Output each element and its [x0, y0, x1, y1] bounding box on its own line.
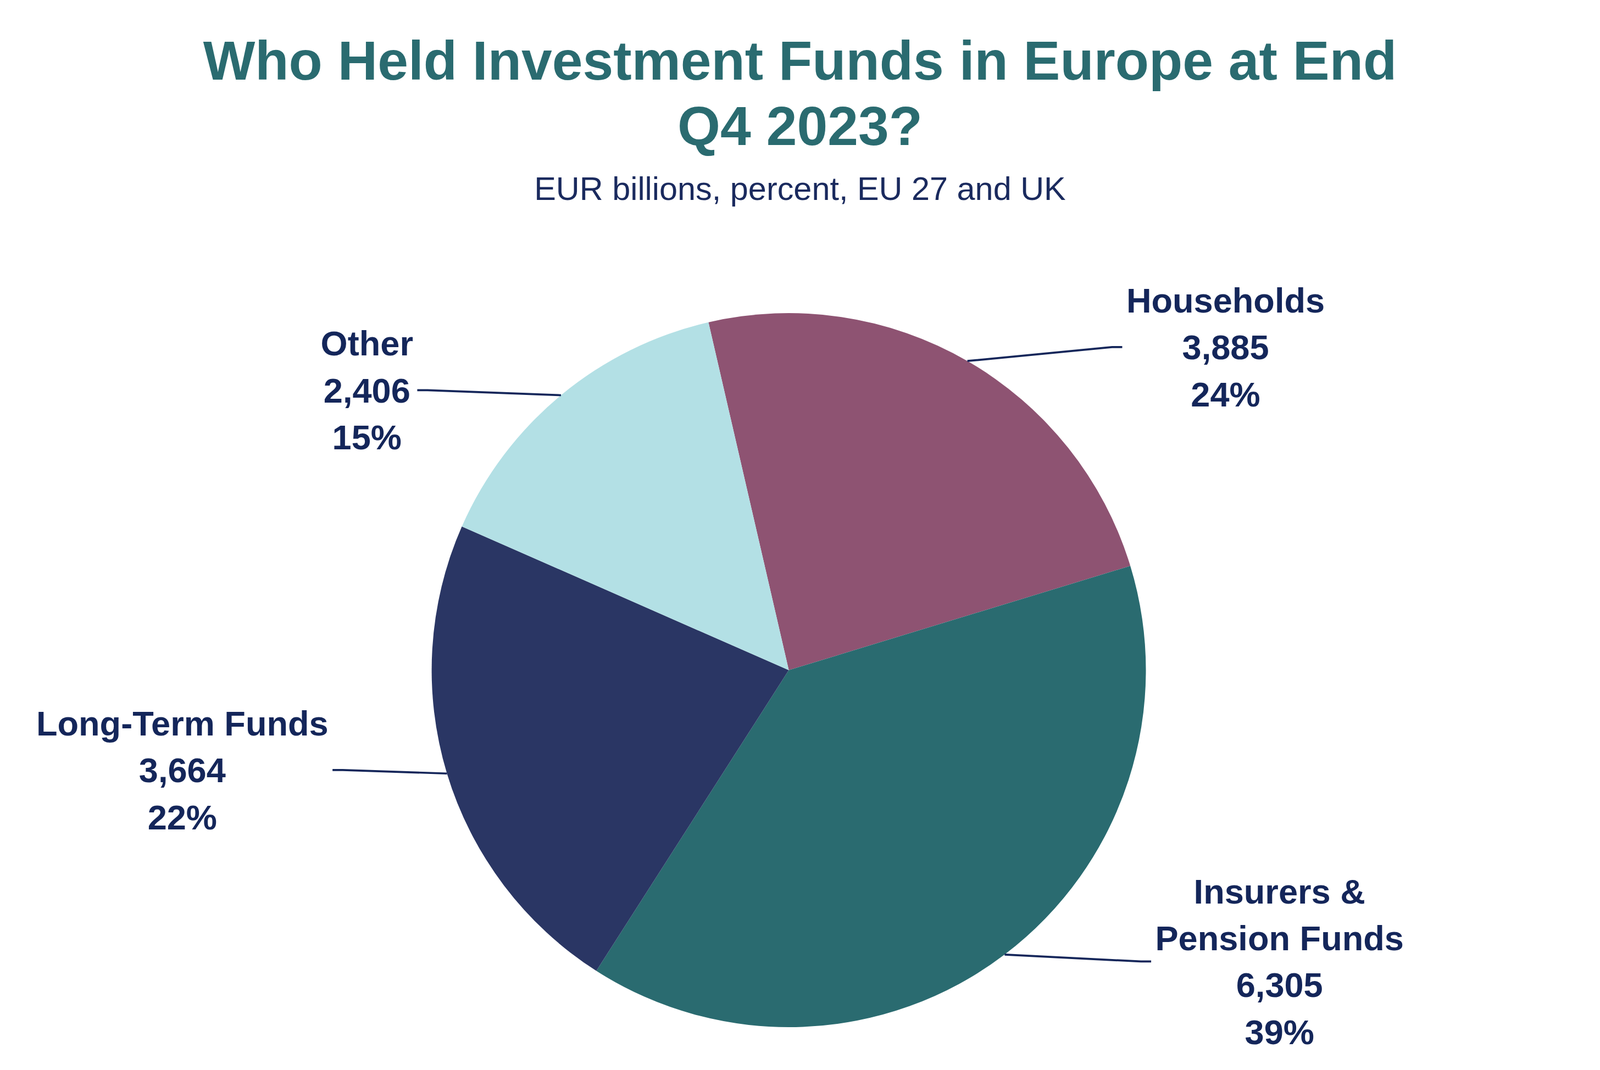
percent-label: 39% [1245, 1013, 1315, 1052]
value-label: 2,406 [323, 371, 411, 410]
percent-label: 15% [332, 418, 402, 457]
slice [462, 322, 790, 671]
labels: Households 3,885 24% Insurers & Pension Fund… [36, 281, 1404, 1052]
slices [431, 313, 1147, 1028]
category-line: Other [320, 324, 414, 363]
leader-line [332, 770, 447, 774]
percent-label: 24% [1190, 375, 1260, 414]
category-line: Insurers & [1193, 872, 1366, 911]
leader-line [967, 347, 1123, 361]
value-label: 3,664 [139, 751, 226, 790]
category-label: Households [1126, 281, 1325, 320]
category-label: Other [320, 324, 414, 363]
category-line: Pension Funds [1155, 919, 1404, 958]
title-line: Who Held Investment Funds in Europe at E… [203, 29, 1398, 92]
leader-line [1004, 954, 1152, 963]
chart: Who Held Investment Funds in Europe at E… [0, 0, 1600, 1070]
category-label: Long-Term Funds [36, 704, 329, 743]
category-line: Households [1126, 281, 1325, 320]
title: Who Held Investment Funds in Europe at E… [203, 29, 1398, 157]
category-line: Long-Term Funds [36, 704, 329, 743]
subtitle: EUR billions, percent, EU 27 and UK [534, 170, 1066, 208]
value-label: 3,885 [1182, 328, 1270, 367]
value-label: 6,305 [1236, 965, 1324, 1005]
percent-label: 22% [147, 798, 218, 837]
leader-line [417, 390, 561, 396]
category-label: Insurers & Pension Funds [1155, 872, 1404, 958]
title-line: Q4 2023? [677, 95, 923, 157]
